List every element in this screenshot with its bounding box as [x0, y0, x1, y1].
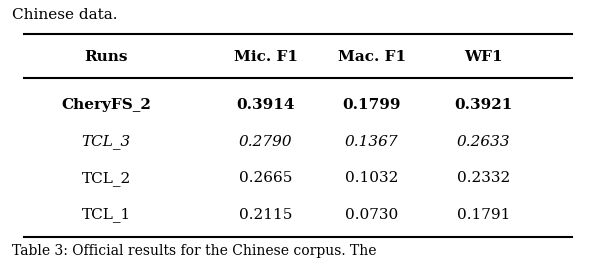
Text: 0.0730: 0.0730 [345, 208, 398, 222]
Text: 0.1791: 0.1791 [457, 208, 510, 222]
Text: WF1: WF1 [464, 50, 503, 64]
Text: 0.2115: 0.2115 [239, 208, 292, 222]
Text: 0.2790: 0.2790 [239, 135, 292, 149]
Text: 0.1367: 0.1367 [345, 135, 398, 149]
Text: Table 3: Official results for the Chinese corpus. The: Table 3: Official results for the Chines… [12, 244, 376, 259]
Text: Chinese data.: Chinese data. [12, 8, 117, 22]
Text: Mic. F1: Mic. F1 [234, 50, 297, 64]
Text: 0.2633: 0.2633 [457, 135, 510, 149]
Text: Mac. F1: Mac. F1 [337, 50, 406, 64]
Text: 0.1032: 0.1032 [345, 171, 398, 185]
Text: TCL_2: TCL_2 [81, 171, 131, 185]
Text: 0.3921: 0.3921 [455, 98, 513, 112]
Text: Runs: Runs [84, 50, 128, 64]
Text: CheryFS_2: CheryFS_2 [61, 98, 151, 112]
Text: 0.1799: 0.1799 [342, 98, 401, 112]
Text: TCL_1: TCL_1 [81, 207, 131, 222]
Text: 0.2665: 0.2665 [239, 171, 292, 185]
Text: 0.2332: 0.2332 [457, 171, 510, 185]
Text: TCL_3: TCL_3 [81, 134, 131, 149]
Text: 0.3914: 0.3914 [236, 98, 295, 112]
